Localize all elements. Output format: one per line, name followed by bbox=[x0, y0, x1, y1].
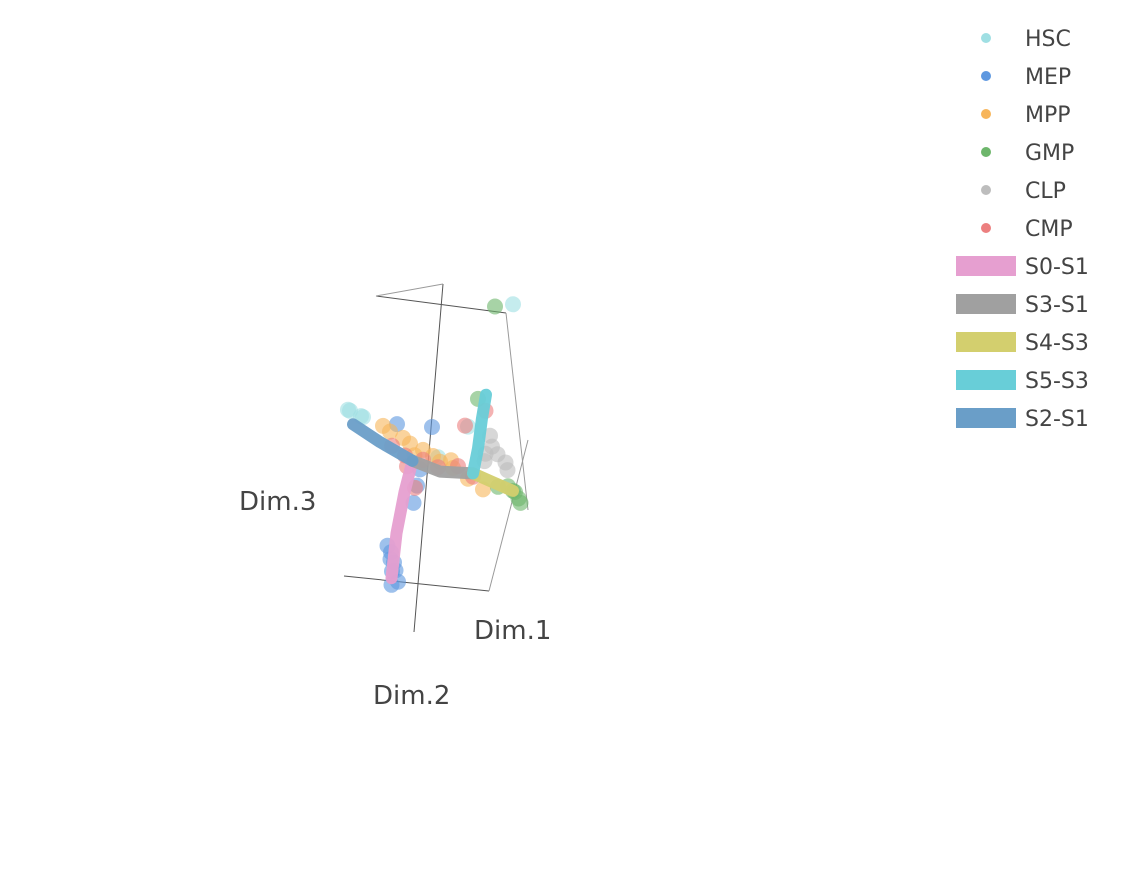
legend-item-hsc[interactable]: HSC bbox=[981, 27, 1071, 52]
legend-marker bbox=[981, 33, 991, 43]
data-point bbox=[512, 494, 529, 511]
curve-s5-s3 bbox=[467, 388, 492, 480]
axis-title-dim1: Dim.1 bbox=[474, 616, 551, 646]
legend[interactable]: HSC MEP MPP GMP CLP CMP S0-S1 S3-S1 S4-S3 S5-S3 S2… bbox=[956, 27, 1089, 432]
legend-marker bbox=[981, 109, 991, 119]
legend-item-s4-s3[interactable]: S4-S3 bbox=[956, 331, 1089, 356]
legend-label: S2-S1 bbox=[1025, 407, 1089, 432]
legend-item-s0-s1[interactable]: S0-S1 bbox=[956, 255, 1089, 280]
legend-label: S5-S3 bbox=[1025, 369, 1089, 394]
legend-label: MEP bbox=[1025, 65, 1071, 90]
legend-marker bbox=[981, 147, 991, 157]
legend-swatch bbox=[956, 332, 1016, 352]
scene-edge bbox=[343, 575, 490, 592]
legend-label: CMP bbox=[1025, 217, 1073, 242]
data-point bbox=[457, 417, 473, 434]
axis-title-dim3: Dim.3 bbox=[239, 487, 316, 517]
series-clp bbox=[476, 427, 516, 479]
legend-swatch bbox=[956, 408, 1016, 428]
data-point bbox=[484, 438, 500, 455]
legend-item-gmp[interactable]: GMP bbox=[981, 141, 1074, 166]
data-point bbox=[405, 494, 422, 511]
legend-marker bbox=[981, 185, 991, 195]
legend-item-clp[interactable]: CLP bbox=[981, 179, 1066, 204]
legend-swatch bbox=[956, 256, 1016, 276]
curve-s3-s1 bbox=[406, 454, 479, 480]
legend-swatch bbox=[956, 370, 1016, 390]
scene-edge bbox=[375, 283, 444, 297]
legend-item-mep[interactable]: MEP bbox=[981, 65, 1071, 90]
curve-s4-s3 bbox=[467, 467, 519, 497]
axis-titles: Dim.3 Dim.1 Dim.2 bbox=[239, 487, 551, 711]
legend-marker bbox=[981, 71, 991, 81]
legend-label: S4-S3 bbox=[1025, 331, 1089, 356]
legend-label: S3-S1 bbox=[1025, 293, 1089, 318]
legend-item-cmp[interactable]: CMP bbox=[981, 217, 1073, 242]
data-point bbox=[382, 423, 398, 440]
data-point bbox=[487, 298, 503, 315]
legend-swatch bbox=[956, 294, 1016, 314]
scene-edge bbox=[488, 439, 529, 592]
data-point bbox=[424, 419, 440, 435]
axis-title-dim2: Dim.2 bbox=[373, 681, 450, 711]
legend-label: HSC bbox=[1025, 27, 1071, 52]
legend-marker bbox=[981, 223, 991, 233]
scene-edge bbox=[505, 312, 529, 511]
legend-item-s2-s1[interactable]: S2-S1 bbox=[956, 407, 1089, 432]
curve-s2-s1 bbox=[347, 418, 419, 467]
legend-label: CLP bbox=[1025, 179, 1066, 204]
legend-label: S0-S1 bbox=[1025, 255, 1089, 280]
legend-label: GMP bbox=[1025, 141, 1074, 166]
legend-label: MPP bbox=[1025, 103, 1071, 128]
data-marks bbox=[340, 296, 529, 593]
curve-s0-s1 bbox=[385, 454, 419, 585]
legend-item-s3-s1[interactable]: S3-S1 bbox=[956, 293, 1089, 318]
data-point bbox=[499, 462, 516, 479]
legend-item-mpp[interactable]: MPP bbox=[981, 103, 1071, 128]
legend-item-s5-s3[interactable]: S5-S3 bbox=[956, 369, 1089, 394]
data-point bbox=[505, 296, 521, 313]
